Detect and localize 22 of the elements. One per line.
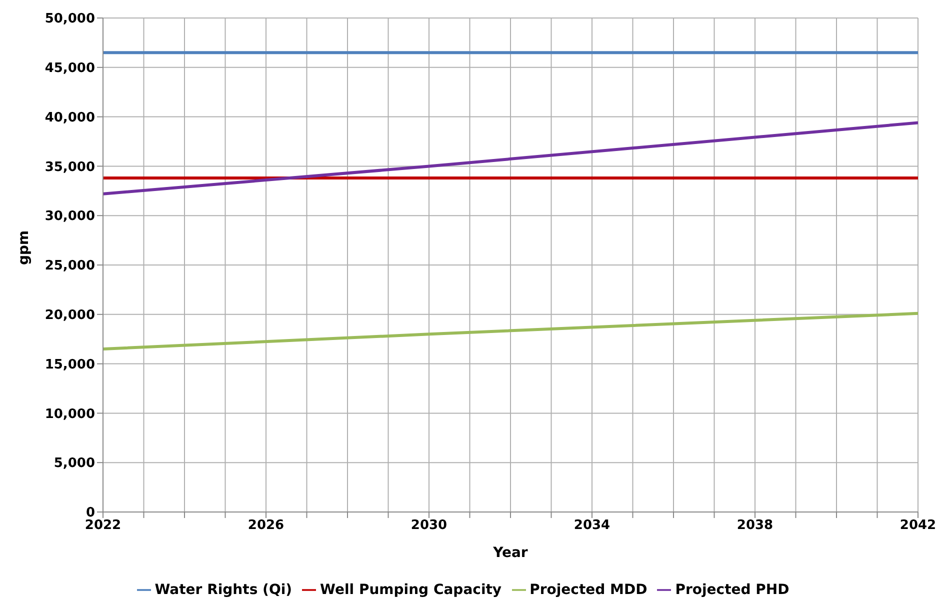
y-tick-label: 5,000 [54, 456, 95, 472]
y-tick-label: 10,000 [44, 406, 95, 422]
y-axis-title: gpm [16, 230, 32, 265]
x-axis-title: Year [492, 545, 528, 561]
y-tick-label: 50,000 [44, 12, 95, 27]
legend-label: Projected PHD [675, 582, 790, 598]
legend-label: Well Pumping Capacity [320, 582, 502, 598]
x-tick-label: 2030 [410, 518, 448, 534]
y-tick-label: 15,000 [44, 357, 95, 372]
y-tick-label: 45,000 [44, 61, 95, 76]
y-tick-label: 25,000 [44, 258, 95, 274]
x-tick-label: 2022 [84, 518, 122, 534]
y-tick-label: 40,000 [44, 110, 95, 126]
x-tick-label: 2042 [900, 518, 936, 534]
x-tick-label: 2034 [574, 518, 610, 534]
y-tick-label: 35,000 [44, 160, 95, 175]
legend-label: Projected MDD [530, 582, 648, 598]
y-tick-label: 20,000 [44, 308, 95, 324]
x-tick-label: 2026 [248, 518, 284, 534]
y-tick-label: 30,000 [44, 209, 95, 224]
legend-label: Water Rights (Qi) [154, 582, 292, 598]
x-tick-label: 2038 [736, 518, 774, 534]
